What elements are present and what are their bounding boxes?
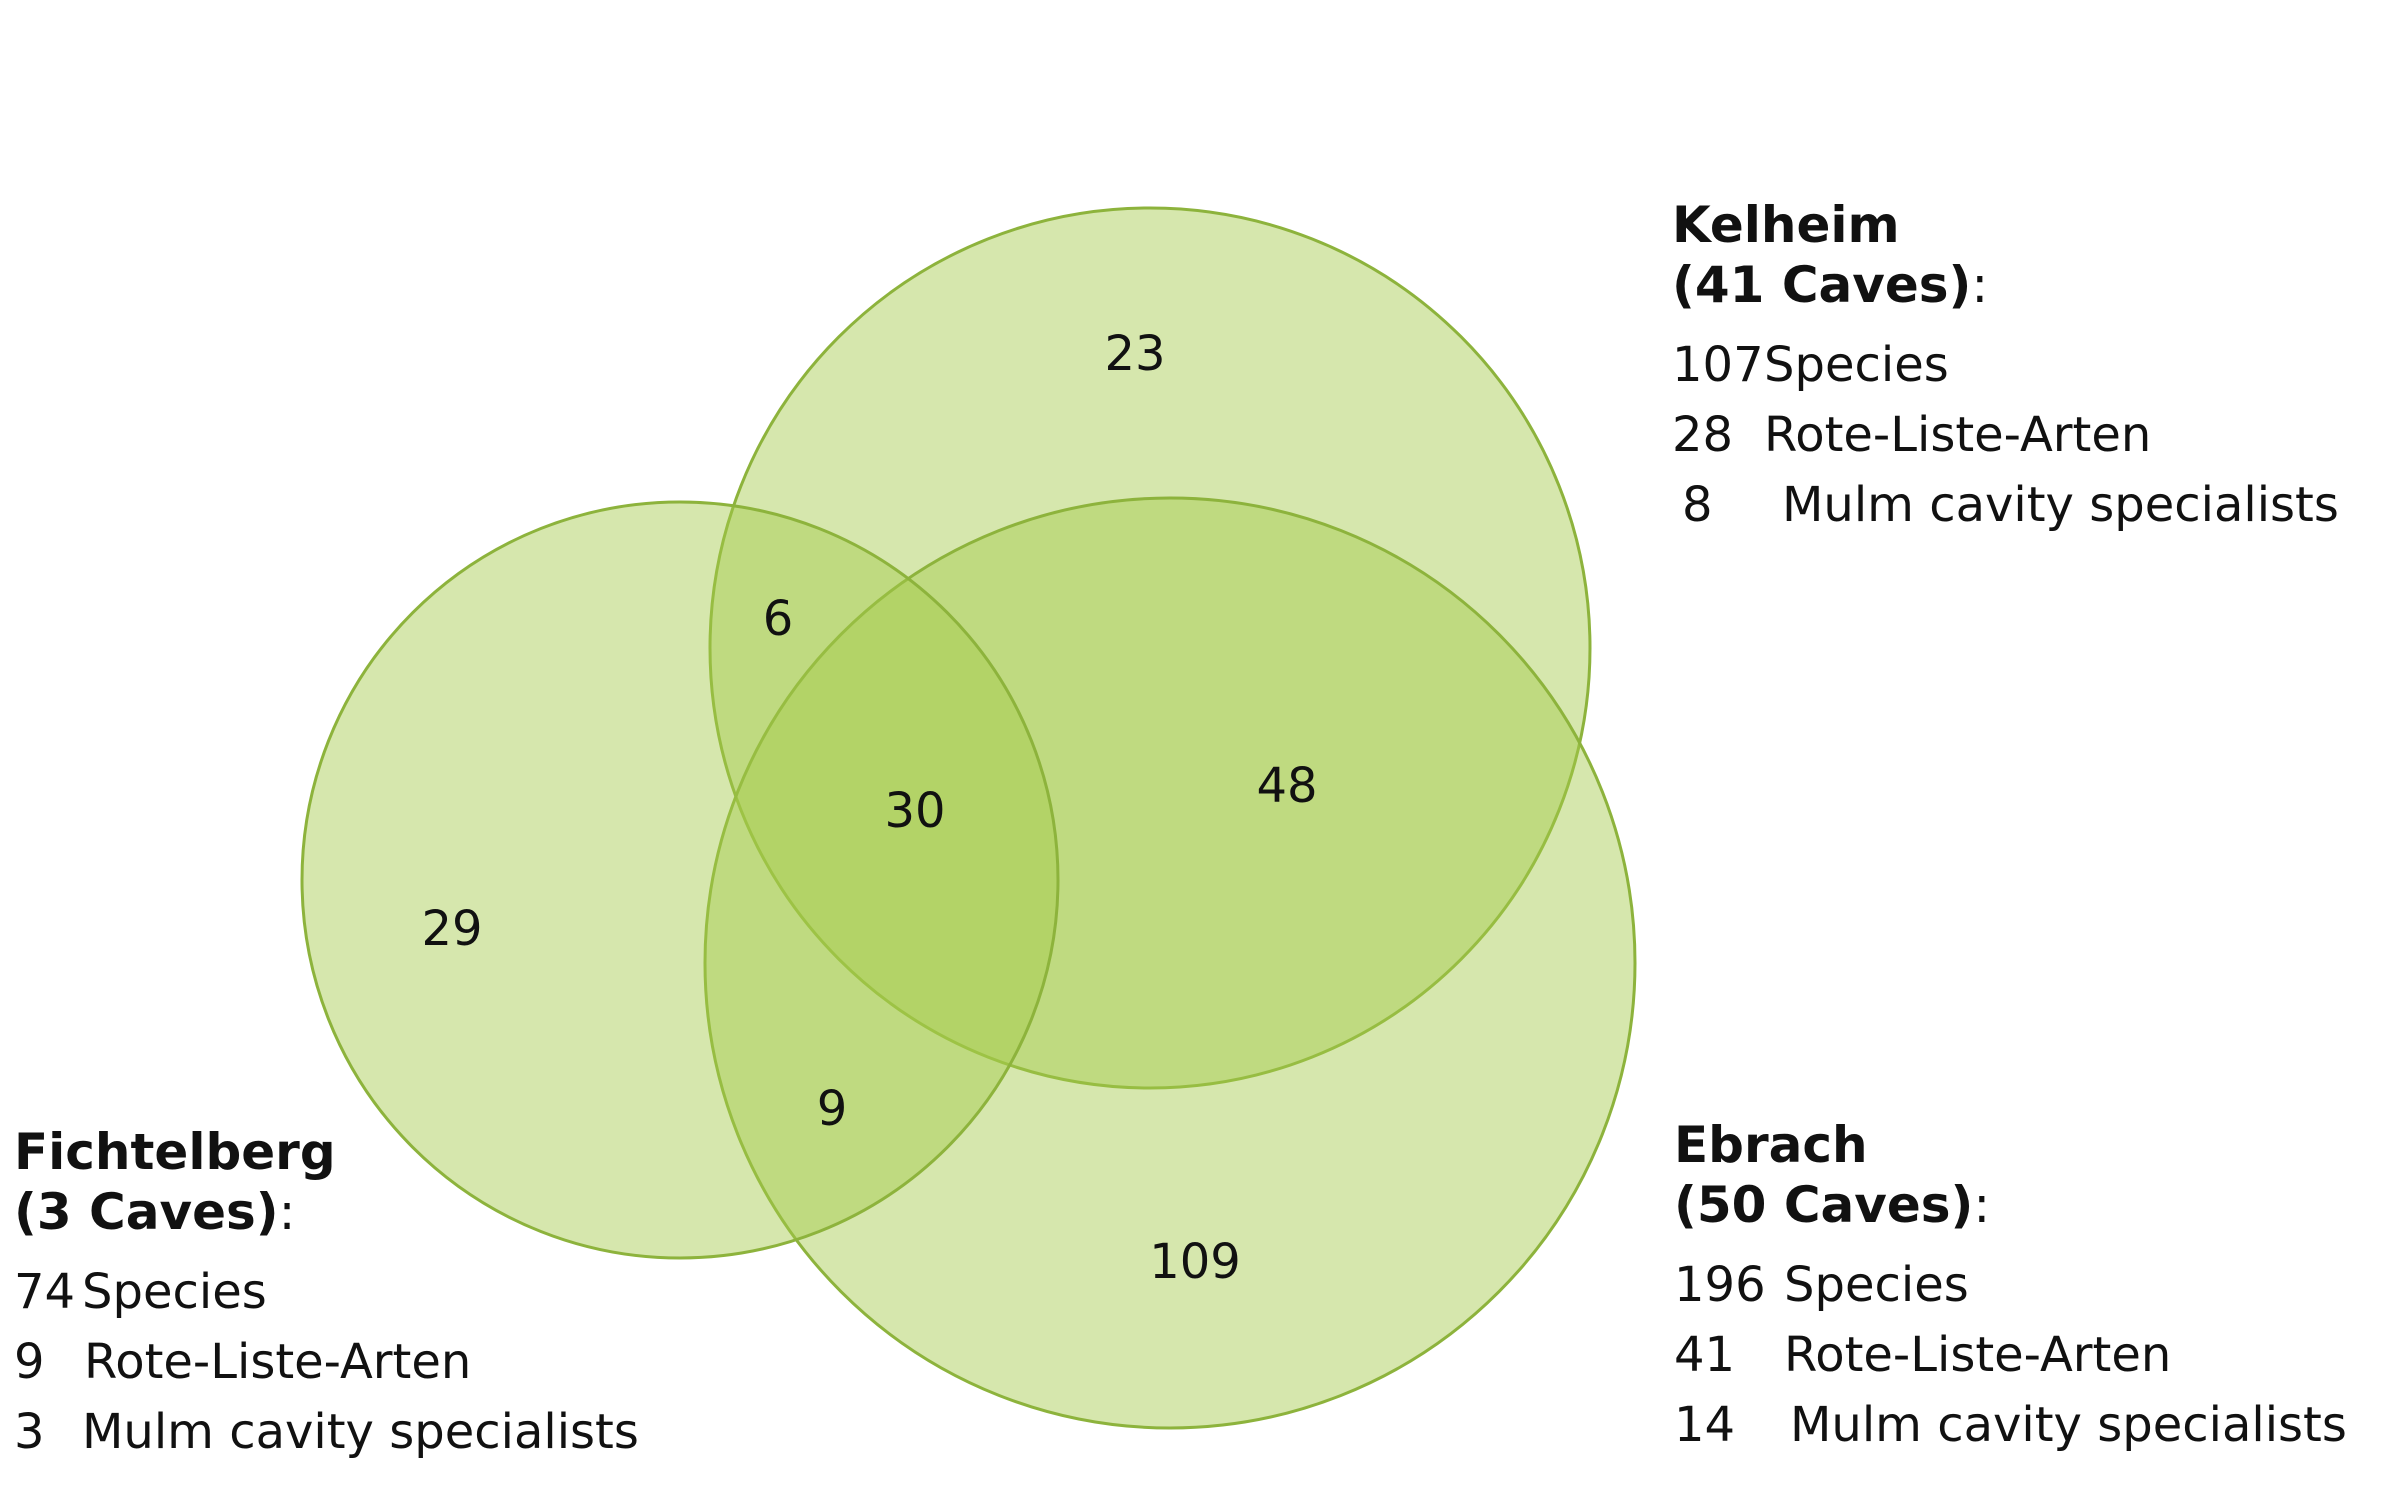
legend-ebrach-redlist-count: 41 — [1674, 1327, 1736, 1383]
legend-ebrach-mulm-count: 14 — [1674, 1397, 1736, 1453]
legend-kelheim-species-count: 107 — [1672, 337, 1764, 393]
legend-kelheim-species: 107Species — [1672, 337, 2339, 407]
legend-ebrach-caves-text: (50 Caves) — [1674, 1176, 1974, 1234]
legend-ebrach: Ebrach (50 Caves): 196 Species 41 Rote-Lis… — [1674, 1115, 2347, 1467]
legend-fichtelberg-name: Fichtelberg — [14, 1123, 336, 1181]
legend-kelheim-species-label: Species — [1764, 337, 1949, 393]
region-all-three: 30 — [884, 783, 945, 839]
legend-ebrach-name: Ebrach — [1674, 1116, 1868, 1174]
legend-ebrach-redlist: 41 Rote-Liste-Arten — [1674, 1327, 2347, 1397]
region-kelheim-only: 23 — [1104, 326, 1165, 382]
legend-ebrach-species: 196 Species — [1674, 1257, 2347, 1327]
legend-kelheim-redlist: 28 Rote-Liste-Arten — [1672, 407, 2339, 477]
region-kelheim-fichtelberg: 6 — [763, 591, 794, 647]
legend-fichtelberg-colon: : — [278, 1183, 296, 1241]
legend-fichtelberg-redlist: 9 Rote-Liste-Arten — [14, 1334, 639, 1404]
legend-kelheim-redlist-label: Rote-Liste-Arten — [1764, 407, 2152, 463]
legend-kelheim-name: Kelheim — [1672, 196, 1900, 254]
legend-kelheim-redlist-count: 28 — [1672, 407, 1734, 463]
legend-fichtelberg-species-count: 74 — [14, 1264, 76, 1320]
legend-ebrach-mulm-label: Mulm cavity specialists — [1790, 1397, 2347, 1453]
legend-kelheim: Kelheim (41 Caves): 107Species 28 Rote-Li… — [1672, 195, 2339, 547]
legend-ebrach-species-label: Species — [1784, 1257, 1969, 1313]
legend-kelheim-mulm-count: 8 — [1682, 477, 1713, 533]
legend-fichtelberg-mulm-count: 3 — [14, 1404, 45, 1460]
region-ebrach-only: 109 — [1149, 1234, 1241, 1290]
legend-fichtelberg-mulm-label: Mulm cavity specialists — [82, 1404, 639, 1460]
legend-fichtelberg-species: 74 Species — [14, 1264, 639, 1334]
legend-ebrach-redlist-label: Rote-Liste-Arten — [1784, 1327, 2172, 1383]
legend-ebrach-species-count: 196 — [1674, 1257, 1766, 1313]
region-fichtelberg-ebrach: 9 — [817, 1081, 848, 1137]
circle-fichtelberg — [300, 500, 1060, 1260]
legend-fichtelberg-redlist-count: 9 — [14, 1334, 45, 1390]
legend-kelheim-caves-text: (41 Caves) — [1672, 256, 1972, 314]
circle-ebrach — [703, 496, 1637, 1430]
legend-fichtelberg-caves: (3 Caves): — [14, 1182, 639, 1242]
legend-ebrach-mulm: 14 Mulm cavity specialists — [1674, 1397, 2347, 1467]
legend-fichtelberg: Fichtelberg (3 Caves): 74 Species 9 Rote-L… — [14, 1122, 639, 1474]
legend-fichtelberg-redlist-label: Rote-Liste-Arten — [84, 1334, 472, 1390]
legend-kelheim-caves: (41 Caves): — [1672, 255, 2339, 315]
legend-ebrach-caves: (50 Caves): — [1674, 1175, 2347, 1235]
legend-kelheim-mulm: 8 Mulm cavity specialists — [1672, 477, 2339, 547]
legend-kelheim-mulm-label: Mulm cavity specialists — [1782, 477, 2339, 533]
legend-fichtelberg-mulm: 3 Mulm cavity specialists — [14, 1404, 639, 1474]
legend-fichtelberg-species-label: Species — [82, 1264, 267, 1320]
legend-fichtelberg-caves-text: (3 Caves) — [14, 1183, 279, 1241]
legend-ebrach-colon: : — [1973, 1176, 1991, 1234]
circle-kelheim — [708, 206, 1592, 1090]
region-kelheim-ebrach: 48 — [1256, 758, 1317, 814]
region-fichtelberg-only: 29 — [421, 901, 482, 957]
legend-kelheim-colon: : — [1971, 256, 1989, 314]
